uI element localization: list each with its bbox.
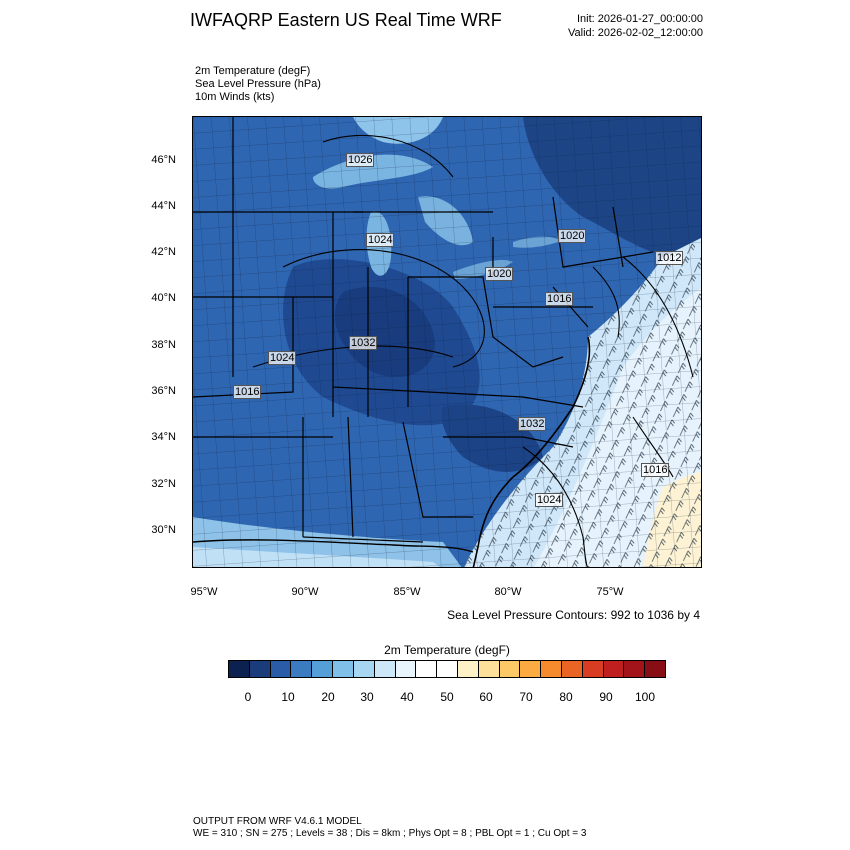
lat-label: 42°N (151, 246, 176, 258)
colorbar-swatch (229, 661, 250, 677)
contour-label: 1016 (233, 385, 262, 399)
colorbar-tick: 70 (519, 690, 533, 704)
colorbar-swatch (582, 661, 604, 677)
colorbar-tick: 10 (281, 690, 295, 704)
colorbar-swatch (541, 661, 562, 677)
lat-label: 40°N (151, 292, 176, 304)
colorbar-swatch (645, 661, 666, 677)
lon-label: 80°W (494, 586, 522, 598)
colorbar-swatch (416, 661, 438, 677)
contour-label: 1032 (349, 336, 378, 350)
init-time-label: Init: 2026-01-27_00:00:00 (577, 13, 703, 25)
map-panel: 1026 1024 1020 1020 1016 1024 1032 1016 … (192, 116, 702, 568)
contour-label: 1016 (641, 463, 670, 477)
contour-label: 1016 (545, 292, 574, 306)
contour-label: 1024 (268, 351, 297, 365)
field-label-winds: 10m Winds (kts) (195, 91, 275, 103)
contour-label: 1012 (655, 251, 684, 265)
field-label-pressure: Sea Level Pressure (hPa) (195, 78, 321, 90)
contour-label: 1020 (485, 267, 514, 281)
lat-label: 46°N (151, 154, 176, 166)
model-footer-line: OUTPUT FROM WRF V4.6.1 MODEL (193, 816, 362, 827)
lat-label: 36°N (151, 385, 176, 397)
lat-label: 44°N (151, 200, 176, 212)
contour-label: 1032 (518, 417, 547, 431)
colorbar-swatch (395, 661, 417, 677)
colorbar-tick: 40 (400, 690, 414, 704)
colorbar-swatch (312, 661, 334, 677)
model-config-line: WE = 310 ; SN = 275 ; Levels = 38 ; Dis … (193, 828, 587, 839)
colorbar-tick: 30 (360, 690, 374, 704)
colorbar-tick: 100 (634, 690, 656, 704)
lat-label: 38°N (151, 339, 176, 351)
pressure-contour-note: Sea Level Pressure Contours: 992 to 1036… (447, 608, 700, 622)
temperature-colorbar (228, 660, 666, 678)
colorbar-swatch (562, 661, 583, 677)
colorbar-swatch (333, 661, 354, 677)
colorbar-tick: 0 (244, 690, 252, 704)
contour-label: 1024 (366, 233, 395, 247)
contour-label: 1020 (558, 229, 587, 243)
colorbar-tick: 90 (599, 690, 613, 704)
ocean-wind-barbs (463, 238, 701, 567)
lon-label: 75°W (596, 586, 624, 598)
colorbar-swatch (624, 661, 646, 677)
colorbar-swatch (520, 661, 542, 677)
colorbar-swatch (457, 661, 479, 677)
map-title: IWFAQRP Eastern US Real Time WRF (190, 10, 502, 30)
colorbar-tick: 20 (321, 690, 335, 704)
colorbar-tick: 80 (559, 690, 573, 704)
lon-label: 85°W (393, 586, 421, 598)
colorbar-tick: 50 (440, 690, 454, 704)
lat-label: 34°N (151, 431, 176, 443)
colorbar-tick: 60 (479, 690, 493, 704)
gulf-coastline (193, 539, 474, 553)
colorbar-swatch (291, 661, 313, 677)
lat-label: 30°N (151, 524, 176, 536)
colorbar-swatch (499, 661, 521, 677)
contour-label: 1024 (535, 493, 564, 507)
colorbar-swatch (478, 661, 500, 677)
contour-label: 1026 (346, 153, 375, 167)
valid-time-label: Valid: 2026-02-02_12:00:00 (568, 27, 703, 39)
weather-map-graphic (193, 117, 701, 567)
lon-label: 95°W (190, 586, 218, 598)
colorbar-swatch (353, 661, 375, 677)
state-borders (193, 117, 654, 543)
coastline (472, 336, 591, 567)
colorbar-swatch (270, 661, 292, 677)
colorbar-swatch (437, 661, 458, 677)
lon-label: 90°W (291, 586, 319, 598)
colorbar-swatch (603, 661, 625, 677)
colorbar-swatch (374, 661, 396, 677)
colorbar-title: 2m Temperature (degF) (384, 643, 510, 657)
lat-label: 32°N (151, 478, 176, 490)
field-label-temperature: 2m Temperature (degF) (195, 65, 311, 77)
colorbar-swatch (249, 661, 271, 677)
